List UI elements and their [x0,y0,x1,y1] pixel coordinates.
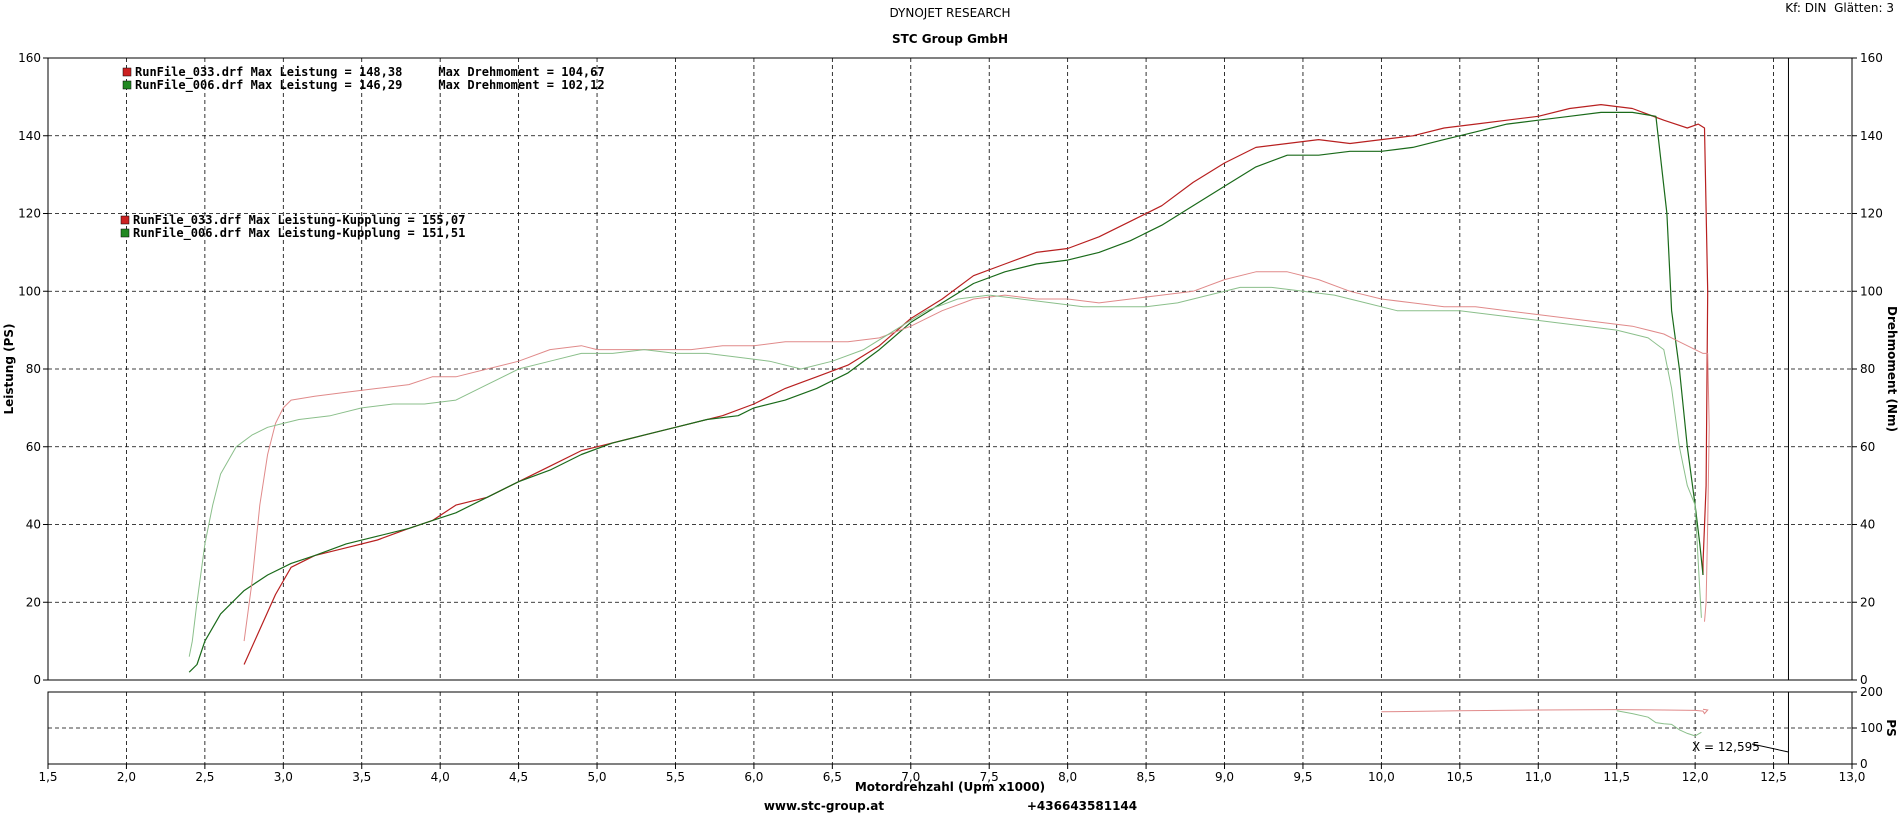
legend-swatch-006 [122,80,132,90]
x-tick-label: 3,0 [274,770,293,784]
chart-title: STC Group GmbH [892,32,1008,46]
series-line-1 [188,111,1704,673]
x-tick-label: 10,5 [1446,770,1473,784]
sub-y-tick-label: 0 [1860,757,1868,771]
y-tick-label: 100 [18,284,41,298]
footer-phone: +436643581144 [1027,799,1137,813]
x-tick-label: 5,0 [587,770,606,784]
x-tick-label: 11,5 [1603,770,1630,784]
y2-tick-label: 0 [1860,673,1868,687]
y-tick-label: 80 [26,362,41,376]
series-line-0 [243,103,1709,665]
legend-entry-033-kupplung: RunFile_033.drf Max Leistung-Kupplung = … [133,213,465,228]
y2-axis-label: Drehmoment (Nm) [1885,306,1899,432]
footer-website: www.stc-group.at [764,799,885,813]
sub-series-line-0 [1381,708,1709,715]
x-tick-label: 9,0 [1215,770,1234,784]
x-tick-label: 8,5 [1137,770,1156,784]
sub-y-tick-label: 100 [1860,721,1883,735]
y-tick-label: 60 [26,440,41,454]
x-tick-label: 13,0 [1839,770,1866,784]
main-lines [188,103,1710,673]
series-line-3 [188,286,1702,657]
y2-tick-label: 60 [1860,440,1875,454]
sub-y-ticks: 0 100 200 [1852,685,1883,771]
y2-tick-label: 140 [1860,129,1883,143]
x-tick-label: 6,5 [823,770,842,784]
y2-tick-label: 120 [1860,207,1883,221]
sub-y-axis-label: PS [1884,719,1898,736]
main-grid [48,58,1852,680]
x-tick-label: 5,5 [666,770,685,784]
x-tick-label: 2,0 [117,770,136,784]
y-left-ticks: 0 20 40 60 80 100 120 140 160 [18,51,48,687]
main-plot-area [47,57,1853,681]
sub-grid [48,692,1852,764]
x-axis-label: Motordrehzahl (Upm x1000) [855,780,1045,794]
y2-tick-label: 80 [1860,362,1875,376]
x-tick-label: 3,5 [352,770,371,784]
sub-series-line-1 [1616,710,1702,737]
legend-entry-033: RunFile_033.drf Max Leistung = 148,38 Ma… [135,65,605,80]
y-tick-label: 0 [33,673,41,687]
cursor-label: X = 12,595 [1692,740,1760,754]
chart-info: Kf: DIN Glätten: 3 [1785,1,1894,15]
sub-y-tick-label: 200 [1860,685,1883,699]
x-tick-label: 7,0 [901,770,920,784]
x-tick-label: 12,0 [1682,770,1709,784]
cursor-label-arrow [1751,743,1789,753]
x-tick-label: 6,0 [744,770,763,784]
y-tick-label: 160 [18,51,41,65]
legend-swatch-033-kupplung [120,215,130,225]
x-tick-label: 2,5 [195,770,214,784]
y-tick-label: 120 [18,207,41,221]
series-line-2 [243,271,1710,642]
sub-lines [1381,708,1709,737]
x-tick-label: 9,5 [1293,770,1312,784]
x-tick-label: 11,0 [1525,770,1552,784]
x-tick-label: 4,5 [509,770,528,784]
y-right-ticks: 0 20 40 60 80 100 120 140 160 [1852,51,1883,687]
y2-tick-label: 160 [1860,51,1883,65]
x-ticks: 1,5 2,0 2,5 3,0 3,5 4,0 4,5 5,0 5,5 6,0 6,5 7,0 7,5 8… [38,764,1865,784]
y2-tick-label: 40 [1860,518,1875,532]
y2-tick-label: 20 [1860,595,1875,609]
y-tick-label: 20 [26,595,41,609]
sub-plot-area [47,691,1853,765]
y-tick-label: 40 [26,518,41,532]
legend-entry-006: RunFile_006.drf Max Leistung = 146,29 Ma… [135,78,605,93]
legend-group-1: RunFile_033.drf Max Leistung = 148,38 Ma… [122,65,605,93]
legend-swatch-033 [122,67,132,77]
legend-group-2: RunFile_033.drf Max Leistung-Kupplung = … [120,213,465,241]
x-tick-label: 12,5 [1760,770,1787,784]
x-tick-label: 1,5 [38,770,57,784]
x-tick-label: 7,5 [980,770,999,784]
legend-swatch-006-kupplung [120,228,130,238]
y2-tick-label: 100 [1860,284,1883,298]
y-axis-label: Leistung (PS) [2,323,16,414]
chart-supertitle: DYNOJET RESEARCH [889,6,1010,20]
y-tick-label: 140 [18,129,41,143]
legend-entry-006-kupplung: RunFile_006.drf Max Leistung-Kupplung = … [133,226,465,241]
x-tick-label: 8,0 [1058,770,1077,784]
x-tick-label: 4,0 [431,770,450,784]
x-tick-label: 10,0 [1368,770,1395,784]
